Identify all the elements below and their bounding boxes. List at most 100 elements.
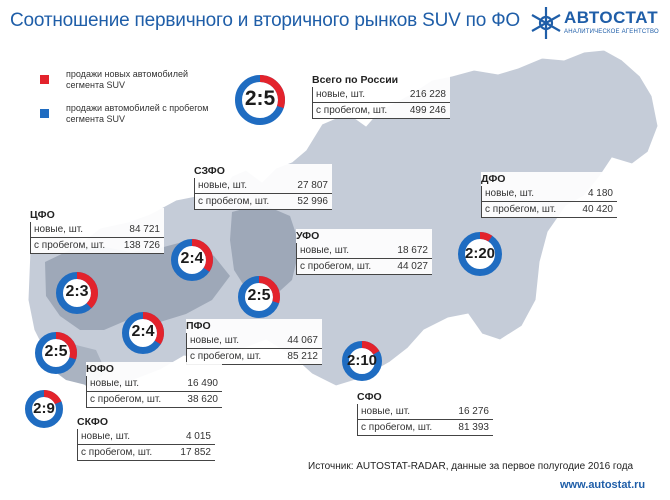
ratio-label-cfo: 2:3 <box>65 283 89 301</box>
row-used: с пробегом, шт. 138 726 <box>30 238 164 254</box>
legend-used-swatch <box>40 109 49 118</box>
legend-new-label: продажи новых автомобилей сегмента SUV <box>66 69 188 90</box>
row-used: с пробегом, шт. 52 996 <box>194 194 332 210</box>
row-value: 81 393 <box>458 422 489 433</box>
region-name: ДФО <box>481 173 506 185</box>
row-new: новые, шт. 84 721 <box>30 222 164 238</box>
ratio-ring-yufo <box>35 332 77 374</box>
row-value: 84 721 <box>129 224 160 235</box>
row-label: с пробегом, шт. <box>300 261 372 272</box>
row-new: новые, шт. 16 276 <box>357 404 493 420</box>
region-name: ПФО <box>186 320 211 332</box>
region-name: СФО <box>357 391 382 403</box>
region-name: СЗФО <box>194 165 225 177</box>
row-used: с пробегом, шт. 38 620 <box>86 392 222 408</box>
legend-used-label: продажи автомобилей с пробегом сегмента … <box>66 103 209 124</box>
region-name: ЦФО <box>30 209 55 221</box>
region-name: СКФО <box>77 416 108 428</box>
ratio-ring-ufo <box>238 276 280 318</box>
row-new: новые, шт. 216 228 <box>312 87 450 103</box>
row-label: с пробегом, шт. <box>81 447 153 458</box>
row-new: новые, шт. 18 672 <box>296 243 432 259</box>
ratio-ring-cfo <box>56 272 98 314</box>
row-label: с пробегом, шт. <box>316 105 388 116</box>
infobox-szfo: СЗФО новые, шт. 27 807 с пробегом, шт. 52 99… <box>194 164 332 210</box>
ratio-label-russia-total: 2:5 <box>244 86 276 110</box>
row-label: с пробегом, шт. <box>34 240 106 251</box>
row-value: 52 996 <box>297 196 328 207</box>
row-new: новые, шт. 4 015 <box>77 429 215 445</box>
row-used: с пробегом, шт. 40 420 <box>481 202 617 218</box>
row-value: 17 852 <box>180 447 211 458</box>
ring-new-segment <box>122 312 164 354</box>
autostat-logo <box>531 7 561 39</box>
ratio-ring-pfo <box>122 312 164 354</box>
row-label: новые, шт. <box>485 188 534 199</box>
ring-new-segment <box>342 341 382 381</box>
row-label: новые, шт. <box>316 89 365 100</box>
row-value: 18 672 <box>397 245 428 256</box>
ring-new-segment <box>235 75 285 125</box>
region-name: УФО <box>296 230 320 242</box>
region-name: Всего по России <box>312 73 450 87</box>
website-link[interactable]: www.autostat.ru <box>560 479 646 491</box>
row-value: 38 620 <box>187 394 218 405</box>
ratio-label-sfo: 2:10 <box>346 351 378 369</box>
infobox-skfo: СКФО новые, шт. 4 015 с пробегом, шт. 17 852 <box>77 415 215 461</box>
ratio-ring-szfo <box>171 239 213 281</box>
page-title: Соотношение первичного и вторичного рынк… <box>10 10 521 31</box>
infobox-yufo: ЮФО новые, шт. 16 490 с пробегом, шт. 38 620 <box>86 362 222 408</box>
row-new: новые, шт. 27 807 <box>194 178 332 194</box>
row-value: 4 015 <box>185 431 211 442</box>
ratio-label-szfo: 2:4 <box>180 250 204 268</box>
row-value: 138 726 <box>123 240 160 251</box>
snowflake-icon <box>531 7 561 39</box>
legend-new-swatch <box>40 75 49 84</box>
ring-new-segment <box>458 232 502 276</box>
row-value: 4 180 <box>587 188 613 199</box>
row-value: 16 276 <box>458 406 489 417</box>
row-used: с пробегом, шт. 81 393 <box>357 420 493 436</box>
row-new: новые, шт. 4 180 <box>481 186 617 202</box>
row-used: с пробегом, шт. 85 212 <box>186 349 322 365</box>
row-label: с пробегом, шт. <box>361 422 433 433</box>
ring-new-segment <box>171 239 213 281</box>
ratio-label-yufo: 2:5 <box>44 343 68 361</box>
row-value: 27 807 <box>297 180 328 191</box>
row-value: 44 067 <box>287 335 318 346</box>
ratio-ring-skfo <box>25 390 63 428</box>
row-label: новые, шт. <box>361 406 410 417</box>
row-new: новые, шт. 16 490 <box>86 376 222 392</box>
ratio-ring-dfo <box>458 232 502 276</box>
row-label: новые, шт. <box>190 335 239 346</box>
row-used: с пробегом, шт. 44 027 <box>296 259 432 275</box>
source-note: Источник: AUTOSTAT-RADAR, данные за перв… <box>308 461 634 472</box>
ring-new-segment <box>35 332 77 374</box>
logo-name: АВТОСТАТ <box>564 8 659 27</box>
row-value: 85 212 <box>287 351 318 362</box>
row-value: 16 490 <box>187 378 218 389</box>
row-label: новые, шт. <box>198 180 247 191</box>
row-value: 499 246 <box>409 105 446 116</box>
logo-subtitle: АНАЛИТИЧЕСКОЕ АГЕНТСТВО <box>564 29 659 35</box>
row-label: новые, шт. <box>81 431 130 442</box>
row-value: 40 420 <box>582 204 613 215</box>
ring-new-segment <box>238 276 280 318</box>
ratio-ring-russia-total <box>235 75 285 125</box>
row-label: с пробегом, шт. <box>90 394 162 405</box>
infobox-pfo: ПФО новые, шт. 44 067 с пробегом, шт. 85 212 <box>186 319 322 365</box>
ring-new-segment <box>25 390 63 428</box>
region-name: ЮФО <box>86 363 114 375</box>
infobox-sfo: СФО новые, шт. 16 276 с пробегом, шт. 81 393 <box>357 390 493 436</box>
region-name-text: Всего по России <box>312 74 399 86</box>
row-value: 44 027 <box>397 261 428 272</box>
infobox-dfo: ДФО новые, шт. 4 180 с пробегом, шт. 40 420 <box>481 172 617 218</box>
infobox-cfo: ЦФО новые, шт. 84 721 с пробегом, шт. 138 72… <box>30 208 164 254</box>
ring-new-segment <box>56 272 98 314</box>
ratio-label-skfo: 2:9 <box>33 399 55 417</box>
row-used: с пробегом, шт. 17 852 <box>77 445 215 461</box>
map-region-highlight-ural <box>230 204 300 300</box>
row-label: новые, шт. <box>90 378 139 389</box>
row-used: с пробегом, шт. 499 246 <box>312 103 450 119</box>
row-label: с пробегом, шт. <box>190 351 262 362</box>
